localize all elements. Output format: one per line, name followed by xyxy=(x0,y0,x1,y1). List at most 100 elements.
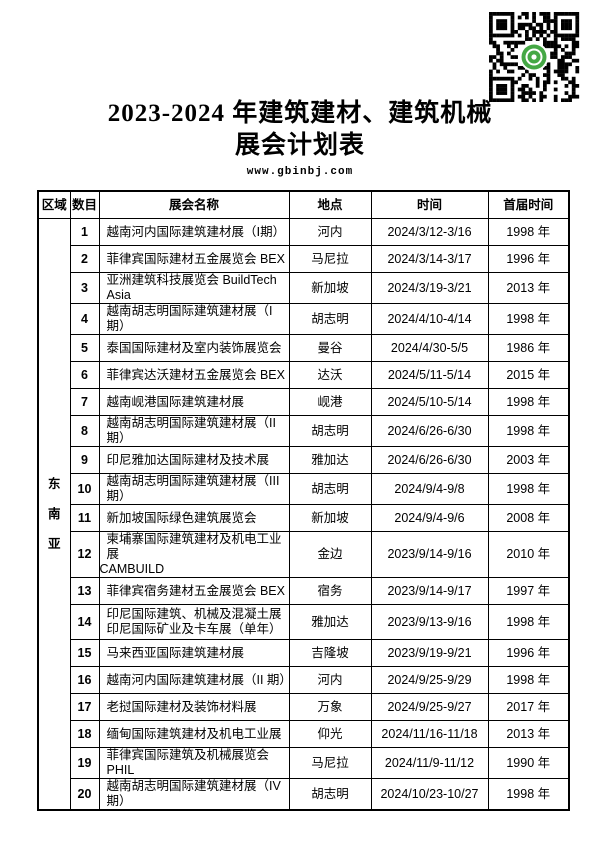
region-label-char: 亚 xyxy=(47,537,61,551)
cell-first-time: 1998 年 xyxy=(487,604,570,640)
cell-first-time: 2017 年 xyxy=(487,693,570,721)
cell-location: 马尼拉 xyxy=(288,747,372,779)
cell-time: 2024/6/26-6/30 xyxy=(370,415,489,447)
table-row: 17 老挝国际建材及装饰材料展 万象 2024/9/25-9/27 2017 年 xyxy=(38,693,570,721)
cell-time: 2023/9/13-9/16 xyxy=(370,604,489,640)
cell-exhibition-name: 菲律宾国际建筑及机械展览会 PHIL xyxy=(98,747,290,779)
table-row: 4 越南胡志明国际建筑建材展（I 期） 胡志明 2024/4/10-4/14 1… xyxy=(38,303,570,335)
header-time: 时间 xyxy=(370,190,489,219)
exhibition-name-line1: 缅甸国际建筑建材及机电工业展 xyxy=(106,726,282,741)
cell-number: 5 xyxy=(69,334,100,362)
cell-number: 6 xyxy=(69,361,100,389)
cell-time: 2024/6/26-6/30 xyxy=(370,446,489,474)
header-exhibition-name: 展会名称 xyxy=(98,190,290,219)
exhibition-name-line1: 印尼国际建筑、机械及混凝土展 xyxy=(106,607,282,621)
exhibition-name-line1: 泰国国际建材及室内装饰展览会 xyxy=(106,340,282,355)
cell-first-time: 1998 年 xyxy=(487,388,570,416)
cell-number: 16 xyxy=(69,666,100,694)
table-row: 2 菲律宾国际建材五金展览会 BEX 马尼拉 2024/3/14-3/17 19… xyxy=(38,245,570,273)
cell-first-time: 1998 年 xyxy=(487,415,570,447)
cell-first-time: 1986 年 xyxy=(487,334,570,362)
table-row: 20 越南胡志明国际建筑建材展（IV 期） 胡志明 2024/10/23-10/… xyxy=(38,778,570,811)
cell-first-time: 2015 年 xyxy=(487,361,570,389)
cell-location: 金边 xyxy=(288,531,372,578)
cell-location: 雅加达 xyxy=(288,446,372,474)
table-row: 7 越南岘港国际建筑建材展 岘港 2024/5/10-5/14 1998 年 xyxy=(38,388,570,416)
cell-number: 4 xyxy=(69,303,100,335)
cell-exhibition-name: 越南胡志明国际建筑建材展（I 期） xyxy=(98,303,290,335)
exhibition-name-line1: 菲律宾国际建筑及机械展览会 PHIL xyxy=(106,748,270,778)
cell-number: 15 xyxy=(69,639,100,667)
cell-first-time: 2013 年 xyxy=(487,720,570,748)
cell-exhibition-name: 菲律宾达沃建材五金展览会 BEX xyxy=(98,361,290,389)
cell-exhibition-name: 新加坡国际绿色建筑展览会 xyxy=(98,504,290,532)
cell-number: 19 xyxy=(69,747,100,779)
cell-exhibition-name: 印尼雅加达国际建材及技术展 xyxy=(98,446,290,474)
exhibition-name-line1: 菲律宾宿务建材五金展览会 BEX xyxy=(106,583,286,598)
cell-time: 2024/3/14-3/17 xyxy=(370,245,489,273)
exhibition-name-line1: 越南胡志明国际建筑建材展（I 期） xyxy=(106,304,273,334)
table-header-row: 区域 数目 展会名称 地点 时间 首届时间 xyxy=(37,190,570,219)
cell-number: 9 xyxy=(69,446,100,474)
cell-location: 雅加达 xyxy=(288,604,372,640)
table-row: 19 菲律宾国际建筑及机械展览会 PHIL 马尼拉 2024/11/9-11/1… xyxy=(38,747,570,779)
cell-exhibition-name: 缅甸国际建筑建材及机电工业展 xyxy=(98,720,290,748)
cell-first-time: 2010 年 xyxy=(487,531,570,578)
exhibition-name-line1: 越南河内国际建筑建材展（Ⅰ期） xyxy=(106,224,286,239)
cell-location: 胡志明 xyxy=(288,473,372,505)
cell-time: 2024/11/16-11/18 xyxy=(370,720,489,748)
cell-location: 达沃 xyxy=(288,361,372,389)
cell-exhibition-name: 柬埔寨国际建筑建材及机电工业展 CAMBUILD xyxy=(98,531,290,578)
cell-number: 10 xyxy=(69,473,100,505)
region-label-char: 南 xyxy=(47,507,61,521)
cell-time: 2024/9/25-9/29 xyxy=(370,666,489,694)
cell-exhibition-name: 越南河内国际建筑建材展（II 期） xyxy=(98,666,290,694)
cell-time: 2024/4/30-5/5 xyxy=(370,334,489,362)
cell-exhibition-name: 老挝国际建材及装饰材料展 xyxy=(98,693,290,721)
region-cell: 东南亚 xyxy=(37,218,71,811)
cell-first-time: 1997 年 xyxy=(487,577,570,605)
cell-number: 14 xyxy=(69,604,100,640)
cell-time: 2024/3/19-3/21 xyxy=(370,272,489,304)
cell-first-time: 1998 年 xyxy=(487,473,570,505)
cell-first-time: 1990 年 xyxy=(487,747,570,779)
cell-exhibition-name: 越南胡志明国际建筑建材展（III 期） xyxy=(98,473,290,505)
cell-time: 2024/9/4-9/6 xyxy=(370,504,489,532)
cell-location: 新加坡 xyxy=(288,504,372,532)
exhibition-name-line1: 亚洲建筑科技展览会 BuildTech Asia xyxy=(106,273,277,303)
table-row: 18 缅甸国际建筑建材及机电工业展 仰光 2024/11/16-11/18 20… xyxy=(38,720,570,748)
cell-number: 17 xyxy=(69,693,100,721)
cell-first-time: 1998 年 xyxy=(487,666,570,694)
cell-first-time: 2003 年 xyxy=(487,446,570,474)
cell-exhibition-name: 越南胡志明国际建筑建材展（II 期） xyxy=(98,415,290,447)
cell-exhibition-name: 亚洲建筑科技展览会 BuildTech Asia xyxy=(98,272,290,304)
exhibition-name-line2: CAMBUILD xyxy=(99,562,165,576)
table-row: 13 菲律宾宿务建材五金展览会 BEX 宿务 2023/9/14-9/17 19… xyxy=(38,577,570,605)
cell-location: 河内 xyxy=(288,666,372,694)
cell-location: 曼谷 xyxy=(288,334,372,362)
cell-number: 12 xyxy=(69,531,100,578)
cell-number: 18 xyxy=(69,720,100,748)
cell-location: 岘港 xyxy=(288,388,372,416)
cell-location: 河内 xyxy=(288,218,372,246)
qr-code-image xyxy=(487,12,581,102)
header-location: 地点 xyxy=(288,190,372,219)
table-row: 15 马来西亚国际建筑建材展 吉隆坡 2023/9/19-9/21 1996 年 xyxy=(38,639,570,667)
cell-first-time: 2013 年 xyxy=(487,272,570,304)
cell-number: 8 xyxy=(69,415,100,447)
cell-location: 万象 xyxy=(288,693,372,721)
table-row: 11 新加坡国际绿色建筑展览会 新加坡 2024/9/4-9/6 2008 年 xyxy=(38,504,570,532)
cell-number: 2 xyxy=(69,245,100,273)
cell-time: 2024/5/11-5/14 xyxy=(370,361,489,389)
exhibition-name-line1: 菲律宾国际建材五金展览会 BEX xyxy=(106,251,286,266)
table-row: 5 泰国国际建材及室内装饰展览会 曼谷 2024/4/30-5/5 1986 年 xyxy=(38,334,570,362)
table-row: 14 印尼国际建筑、机械及混凝土展 印尼国际矿业及卡车展（单年） 雅加达 2023… xyxy=(38,604,570,640)
cell-first-time: 2008 年 xyxy=(487,504,570,532)
page-title-line2: 展会计划表 xyxy=(234,132,365,159)
cell-time: 2023/9/14-9/16 xyxy=(370,531,489,578)
cell-exhibition-name: 菲律宾国际建材五金展览会 BEX xyxy=(98,245,290,273)
cell-time: 2023/9/14-9/17 xyxy=(370,577,489,605)
cell-number: 20 xyxy=(69,778,100,811)
